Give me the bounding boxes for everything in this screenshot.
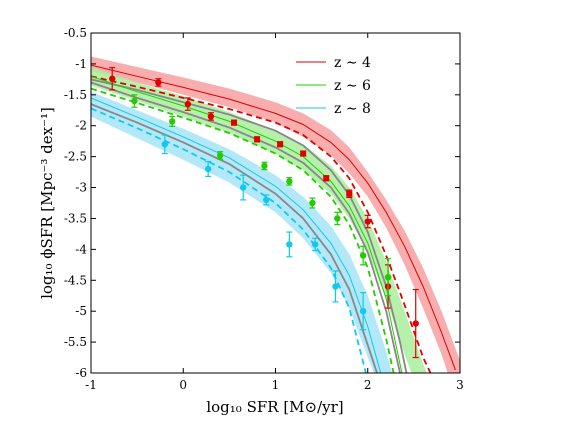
y-tick-label: -2 [75,119,87,133]
data-point-z8-1 [204,165,212,173]
data-points [109,67,419,359]
data-point-z4-3 [207,113,215,120]
dashed-model-line-z8 [91,107,367,373]
grey-model-line-z8 [91,103,378,373]
y-tick-label: -3.5 [64,211,87,225]
y-tick-label: -3 [75,181,87,195]
data-point-z4-12 [412,320,419,327]
y-tick-label: -5.5 [64,335,87,349]
data-point-z8-0 [161,141,168,148]
x-tick-label: 3 [456,378,464,392]
data-point-z4-2 [184,100,192,108]
data-point-z6-2 [216,152,224,159]
dashed-model-line-z6 [91,87,395,373]
legend-label-z6: z ∼ 6 [334,78,371,94]
data-point-z6-4 [286,178,293,185]
data-point-z6-5 [309,199,316,207]
y-tick-label: -0.5 [64,26,87,40]
data-point-z4-6 [277,141,284,148]
x-tick-label: 2 [364,378,372,392]
data-point-z4-1 [155,79,162,86]
data-point-z4-10 [364,218,371,225]
legend-label-z4: z ∼ 4 [334,55,371,71]
y-tick-label: -1 [75,57,87,71]
legend-label-z8: z ∼ 8 [334,101,371,117]
y-tick-label: -4 [75,242,87,256]
data-point-z8-7 [359,307,367,315]
solid-model-line-z8 [91,97,382,373]
y-tick-label: -4.5 [64,273,87,287]
x-tick-label: 1 [272,378,280,392]
band-z8 [91,91,393,373]
y-axis-label: log₁₀ ϕSFR [Mpc⁻³ dex⁻¹] [38,107,56,299]
legend: z ∼ 4 z ∼ 6 z ∼ 8 [296,55,371,117]
band-z4 [91,56,460,373]
axis-ticks: -1 0 1 2 3 -0.5 -1 -1.5 -2 -2.5 -3 -3.5 -4 -4.5 -5 -5.5… [64,26,464,392]
data-point-z6-0 [131,97,138,105]
x-axis-label: log₁₀ SFR [M⊙/yr] [206,398,343,416]
data-point-z8-5 [311,241,319,248]
data-point-z8-6 [332,283,339,290]
solid-model-line-z4 [91,64,456,371]
data-point-z8-4 [286,241,293,248]
dashed-model-line-z4 [91,75,432,373]
data-point-z6-6 [334,215,341,222]
data-point-z6-3 [261,162,268,170]
grey-model-line-z6 [91,81,401,373]
x-tick-label: -1 [85,378,97,392]
data-point-z8-2 [240,184,247,191]
data-point-z6-8 [384,273,392,281]
data-point-z4-5 [254,136,261,143]
data-point-z4-7 [300,150,307,157]
data-point-z4-4 [230,119,237,126]
y-tick-label: -1.5 [64,88,87,102]
data-point-z4-0 [109,75,116,82]
data-point-z6-1 [168,118,176,125]
data-point-z6-7 [359,252,367,259]
data-point-z8-3 [263,196,270,204]
data-point-z4-8 [323,175,330,182]
y-tick-label: -6 [75,366,87,380]
uncertainty-bands [91,56,460,373]
model-lines [91,64,456,373]
data-point-z4-9 [346,190,353,197]
x-tick-label: 0 [179,378,187,392]
y-tick-label: -5 [75,304,87,318]
y-tick-label: -2.5 [64,150,87,164]
band-z6 [91,67,427,373]
